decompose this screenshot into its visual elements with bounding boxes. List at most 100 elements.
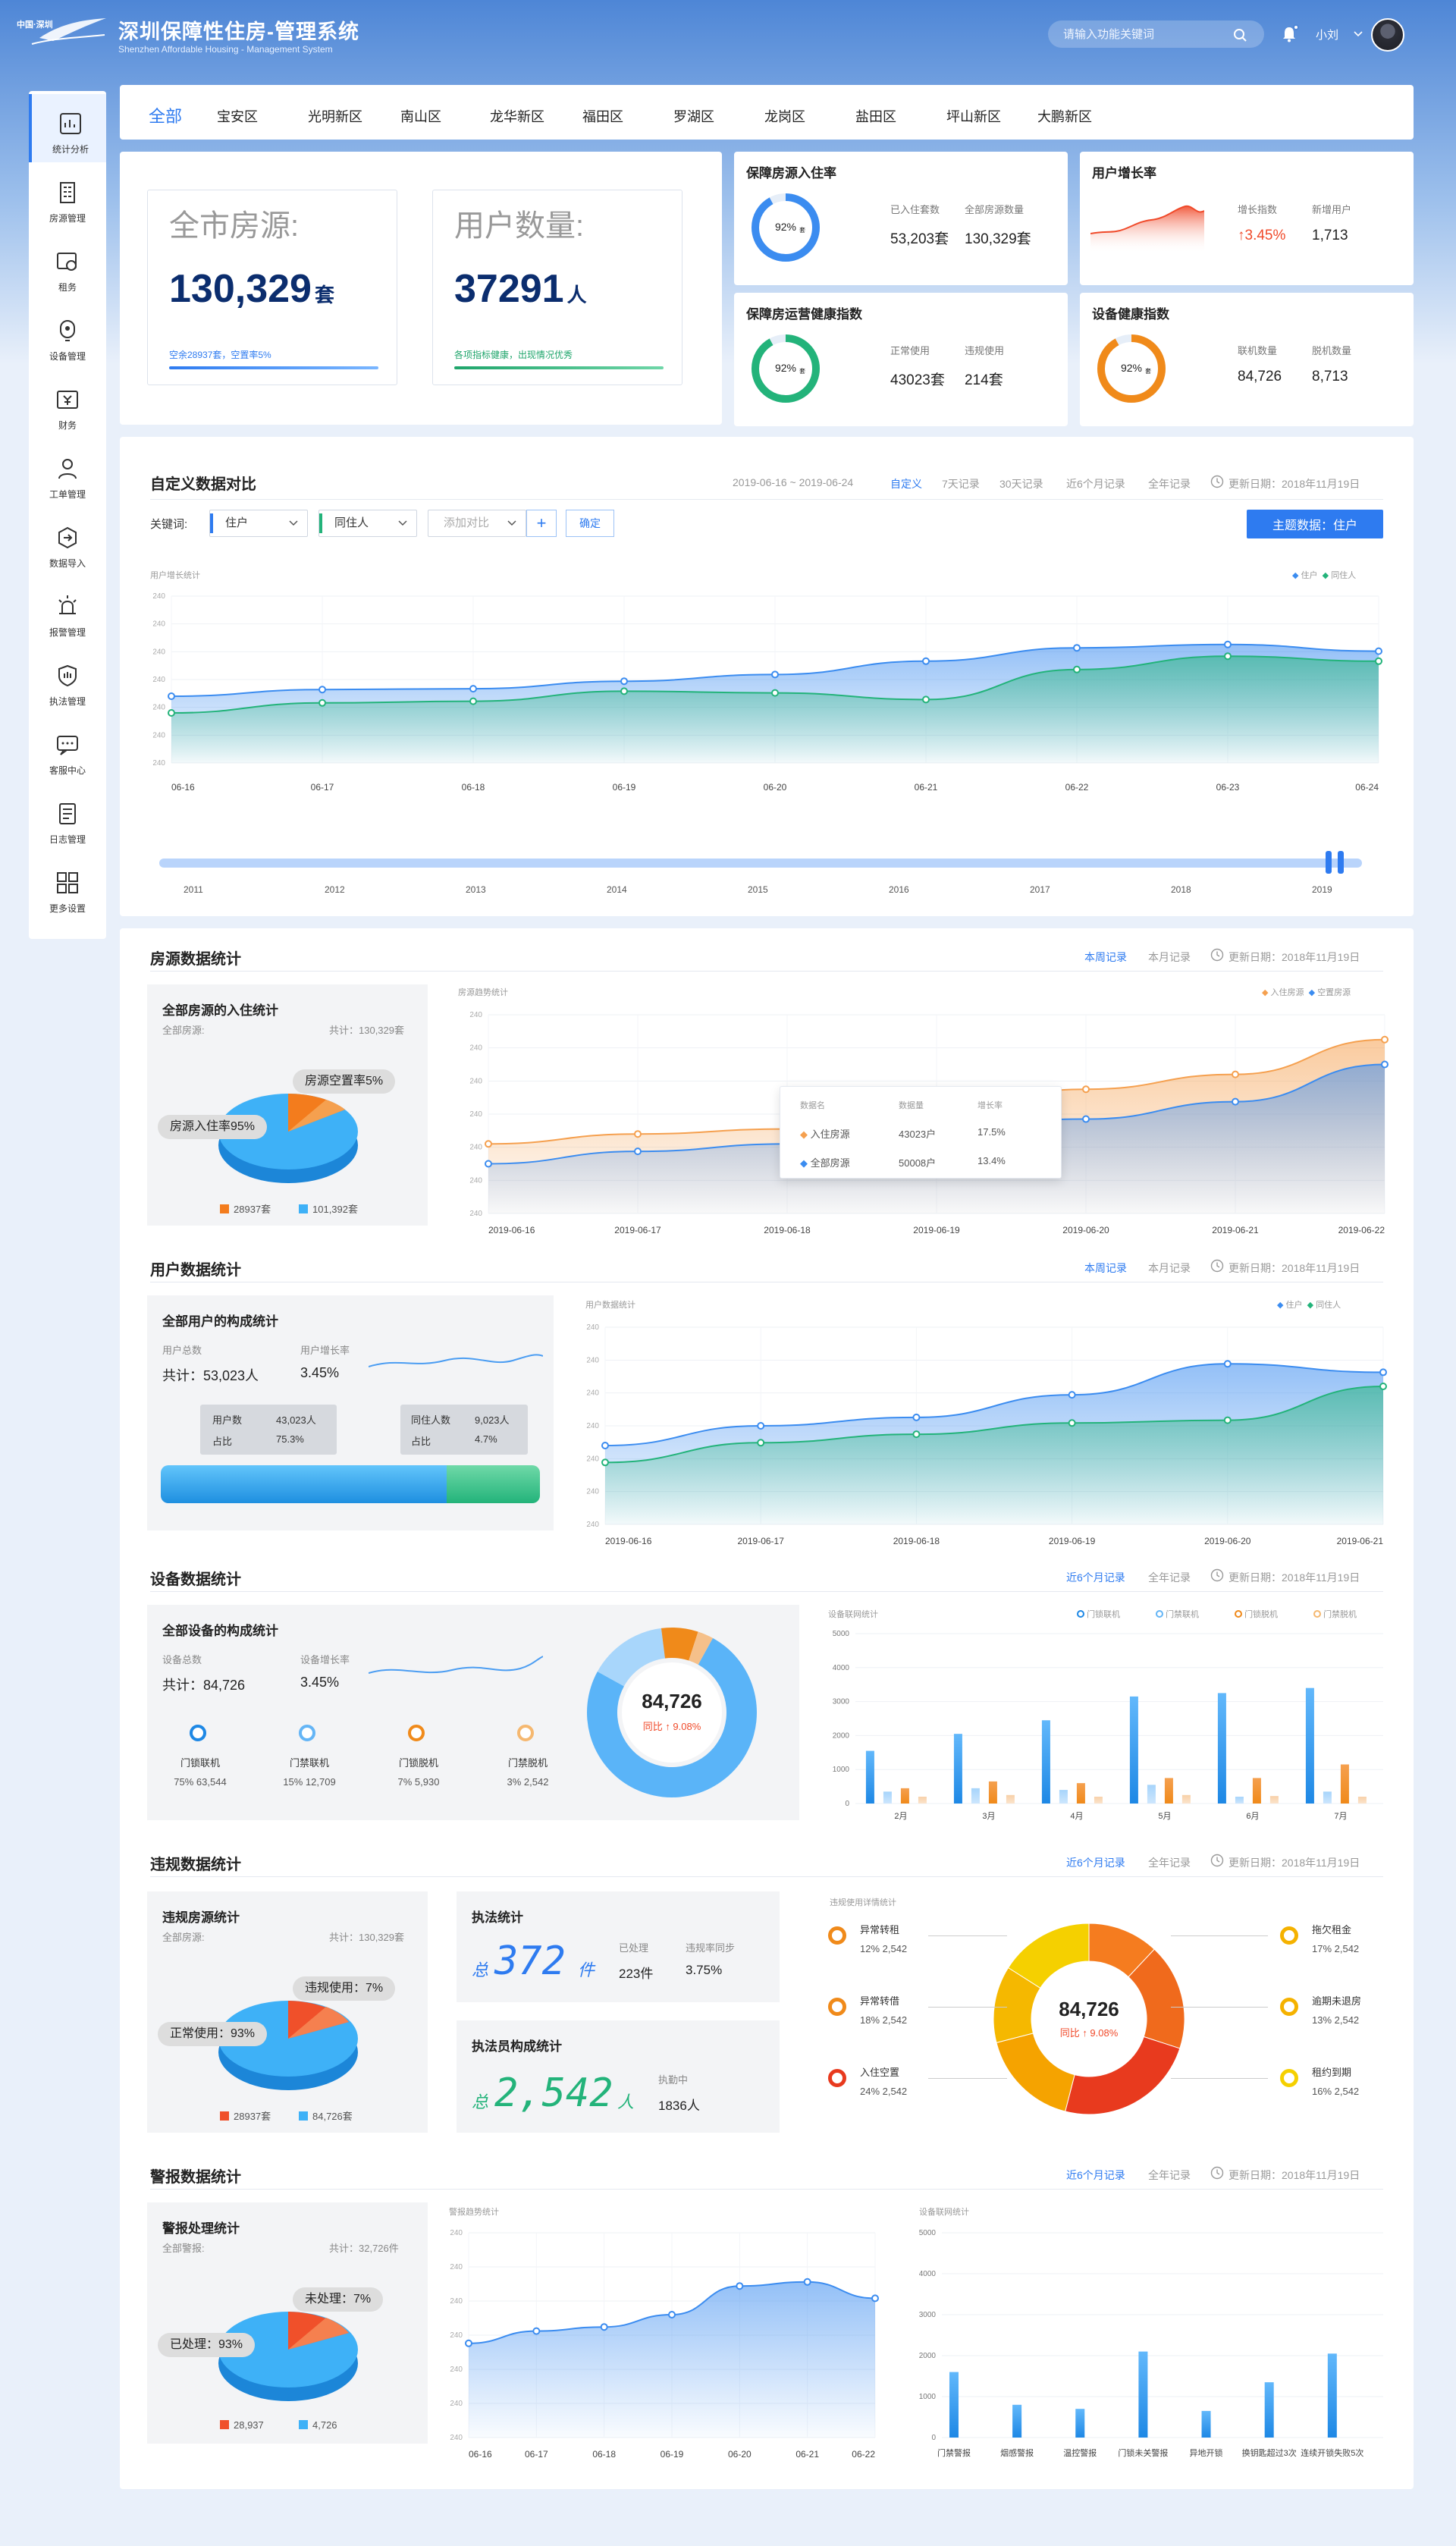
sidebar-item-0[interactable]: 统计分析 xyxy=(29,94,106,162)
sidebar-item-5[interactable]: 工单管理 xyxy=(29,439,106,507)
link-six-months[interactable]: 近6个月记录 xyxy=(1066,2169,1125,2181)
sidebar-item-3[interactable]: 设备管理 xyxy=(29,301,106,369)
data-point xyxy=(912,1430,921,1439)
data-point xyxy=(757,1422,765,1430)
search-icon[interactable] xyxy=(1233,28,1247,42)
link-six-months[interactable]: 近6个月记录 xyxy=(1066,1857,1125,1869)
bell-icon[interactable] xyxy=(1282,26,1297,42)
theme-data-button[interactable]: 主题数据：住户 xyxy=(1247,510,1383,538)
chevron-down-icon[interactable] xyxy=(1354,30,1363,38)
chart-caption: 设备联网统计 xyxy=(919,2208,969,2217)
range-link-0[interactable]: 自定义 xyxy=(890,478,922,490)
chart-caption: 房源趋势统计 xyxy=(458,988,508,997)
tab-region-0[interactable]: 全部 xyxy=(149,107,183,126)
tab-region-8[interactable]: 盐田区 xyxy=(855,109,896,124)
sidebar-item-2[interactable]: 租务 xyxy=(29,232,106,300)
tooltip-cell: 43023户 xyxy=(899,1129,937,1140)
link-month[interactable]: 本月记录 xyxy=(1148,1262,1191,1274)
tab-region-1[interactable]: 宝安区 xyxy=(217,109,258,124)
timeline-slider[interactable] xyxy=(159,859,1362,868)
chevron-down-icon xyxy=(289,520,298,526)
link-year[interactable]: 全年记录 xyxy=(1148,2169,1191,2181)
subpanel-title: 违规房源统计 xyxy=(162,1910,240,1925)
link-month[interactable]: 本月记录 xyxy=(1148,951,1191,963)
connector-line xyxy=(928,2007,1007,2008)
link-six-months[interactable]: 近6个月记录 xyxy=(1066,1571,1125,1584)
y-tick-label: 240 xyxy=(469,1044,482,1053)
keyword-select-1[interactable]: 住户 xyxy=(209,510,308,537)
timeline-year: 2012 xyxy=(325,884,345,895)
tab-region-10[interactable]: 大鹏新区 xyxy=(1037,109,1092,124)
tab-region-4[interactable]: 龙华新区 xyxy=(490,109,544,124)
link-week[interactable]: 本周记录 xyxy=(1084,951,1127,963)
tab-region-7[interactable]: 龙岗区 xyxy=(764,109,805,124)
tab-region-6[interactable]: 罗湖区 xyxy=(673,109,714,124)
x-tick-label: 06-20 xyxy=(764,782,787,793)
section-title: 设备数据统计 xyxy=(150,1571,241,1588)
tab-region-2[interactable]: 光明新区 xyxy=(308,109,362,124)
section-title: 用户数据统计 xyxy=(150,1262,241,1279)
date-range[interactable]: 2019-06-16 ~ 2019-06-24 xyxy=(733,476,854,488)
bar xyxy=(1147,1785,1156,1804)
bar xyxy=(988,1781,997,1804)
tab-region-9[interactable]: 坪山新区 xyxy=(946,109,1001,124)
user-name[interactable]: 小刘 xyxy=(1316,29,1339,42)
avatar[interactable] xyxy=(1371,18,1404,52)
top-bar: 中国·深圳 深圳保障性住房-管理系统 Shenzhen Affordable H… xyxy=(0,0,1456,73)
violation-item-stat: 17% 2,542 xyxy=(1312,1943,1360,1954)
tab-region-3[interactable]: 南山区 xyxy=(400,109,441,124)
add-compare-button[interactable]: + xyxy=(526,510,557,537)
series-area xyxy=(171,656,1379,763)
y-tick-label: 240 xyxy=(152,759,165,768)
sidebar-item-1[interactable]: 房源管理 xyxy=(29,163,106,231)
device-type-stat: 15% 12,709 xyxy=(283,1776,336,1788)
range-link-3[interactable]: 近6个月记录 xyxy=(1066,478,1125,490)
statistics-panel: 房源数据统计 本周记录 本月记录 更新日期：2018年11月19日 全部房源的入… xyxy=(120,928,1414,2489)
kpi-label: 已入住套数 xyxy=(890,204,940,215)
tooltip-cell: 17.5% xyxy=(977,1126,1006,1138)
x-tick-label: 连续开锁失败5次 xyxy=(1301,2447,1363,2458)
tooltip-row: ◆ 入住房源 xyxy=(800,1129,850,1140)
add-compare-select[interactable]: 添加对比 xyxy=(428,510,526,537)
data-point xyxy=(634,1147,642,1156)
link-week[interactable]: 本周记录 xyxy=(1084,1262,1127,1274)
device-type-name: 门锁脱机 xyxy=(398,1757,438,1769)
timeline-handle-end[interactable] xyxy=(1338,851,1344,874)
violation-item-stat: 12% 2,542 xyxy=(860,1943,908,1954)
clock-icon xyxy=(1210,1568,1224,1582)
sidebar-item-9[interactable]: 客服中心 xyxy=(29,715,106,783)
custom-compare-panel: 自定义数据对比 2019-06-16 ~ 2019-06-24 自定义 7天记录 3… xyxy=(120,437,1414,916)
sidebar-item-6[interactable]: 数据导入 xyxy=(29,508,106,576)
violation-donut-chart xyxy=(993,1923,1185,2115)
x-tick-label: 温控警报 xyxy=(1063,2447,1097,2458)
range-link-2[interactable]: 30天记录 xyxy=(999,478,1043,490)
timeline-handle-start[interactable] xyxy=(1326,851,1332,874)
occupancy-ring: 92% 套 xyxy=(752,193,820,262)
violation-item-name: 租约到期 xyxy=(1312,2067,1352,2078)
sidebar-item-8[interactable]: 执法管理 xyxy=(29,646,106,714)
link-year[interactable]: 全年记录 xyxy=(1148,1571,1191,1584)
data-point xyxy=(1223,1360,1232,1368)
growth-sparkline xyxy=(1090,205,1204,253)
search-input[interactable] xyxy=(1048,20,1264,48)
chevron-down-icon xyxy=(398,520,407,526)
sidebar-item-11[interactable]: 更多设置 xyxy=(29,853,106,921)
sidebar-item-label: 财务 xyxy=(58,420,77,431)
tab-region-5[interactable]: 福田区 xyxy=(582,109,623,124)
sidebar-item-4[interactable]: 财务 xyxy=(29,370,106,438)
keyword-select-2[interactable]: 同住人 xyxy=(318,510,417,537)
data-point xyxy=(1381,1060,1389,1069)
health-ring: 92% 套 xyxy=(752,334,820,403)
sidebar-item-7[interactable]: 报警管理 xyxy=(29,577,106,645)
data-point xyxy=(600,2323,608,2331)
total-label: 设备总数 xyxy=(162,1654,202,1665)
range-link-4[interactable]: 全年记录 xyxy=(1148,478,1191,490)
confirm-button[interactable]: 确定 xyxy=(566,510,614,537)
donut-slice xyxy=(689,1631,713,1665)
sidebar-item-10[interactable]: 日志管理 xyxy=(29,784,106,852)
law-icon xyxy=(58,664,77,687)
ring-center xyxy=(1106,344,1156,394)
range-link-1[interactable]: 7天记录 xyxy=(942,478,980,490)
link-year[interactable]: 全年记录 xyxy=(1148,1857,1191,1869)
total-label: 共计：130,329套 xyxy=(329,1932,404,1943)
